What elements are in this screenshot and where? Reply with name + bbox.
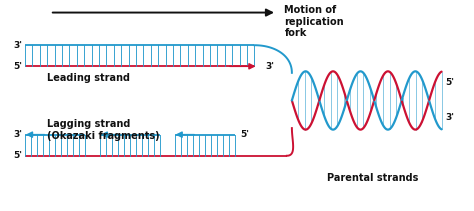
Text: Parental strands: Parental strands <box>327 173 418 183</box>
Text: Motion of
replication
fork: Motion of replication fork <box>284 5 344 38</box>
Text: Lagging strand
(Okazaki fragments): Lagging strand (Okazaki fragments) <box>47 119 160 141</box>
Text: 3': 3' <box>13 41 22 50</box>
Text: 3': 3' <box>13 130 22 139</box>
Text: Leading strand: Leading strand <box>47 73 130 83</box>
Text: 5': 5' <box>446 78 455 88</box>
Text: 3': 3' <box>446 114 455 122</box>
Text: 5': 5' <box>13 151 22 160</box>
Text: 5': 5' <box>240 130 249 139</box>
Text: 3': 3' <box>265 62 274 71</box>
Text: 5': 5' <box>13 62 22 71</box>
